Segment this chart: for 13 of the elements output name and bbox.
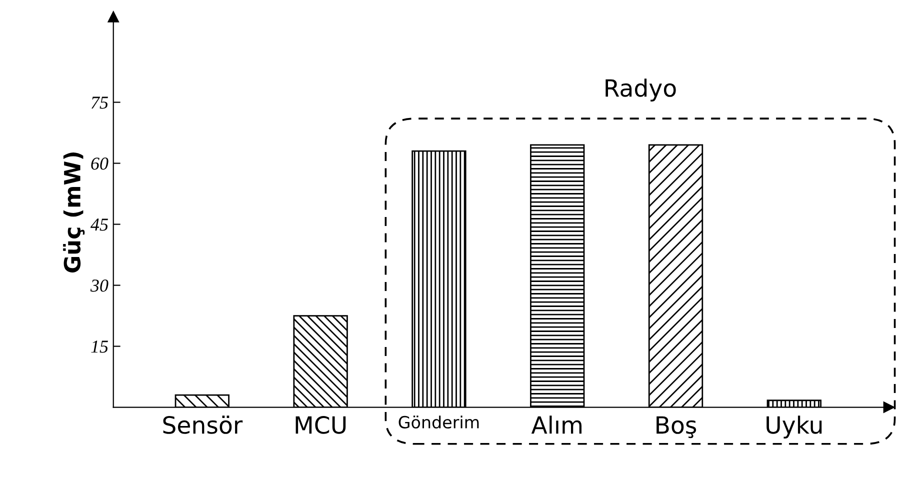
x-tick-label: Boş [656,416,696,438]
y-axis-title: Güç (mW) [63,152,85,272]
y-tick-label: 15 [91,340,108,353]
x-tick-label: MCU [296,416,346,434]
x-tick-label: Gönderim [398,416,479,429]
x-tick-label: Sensör [163,416,243,434]
y-tick-label: 60 [91,158,108,170]
y-tick-label: 45 [90,218,108,231]
annotation: Radyo [606,78,676,102]
y-tick-label: 75 [92,96,108,109]
x-tick-label: Alım [531,416,582,434]
y-tick-label: 30 [90,280,108,292]
x-tick-label: Uyku [766,416,822,438]
